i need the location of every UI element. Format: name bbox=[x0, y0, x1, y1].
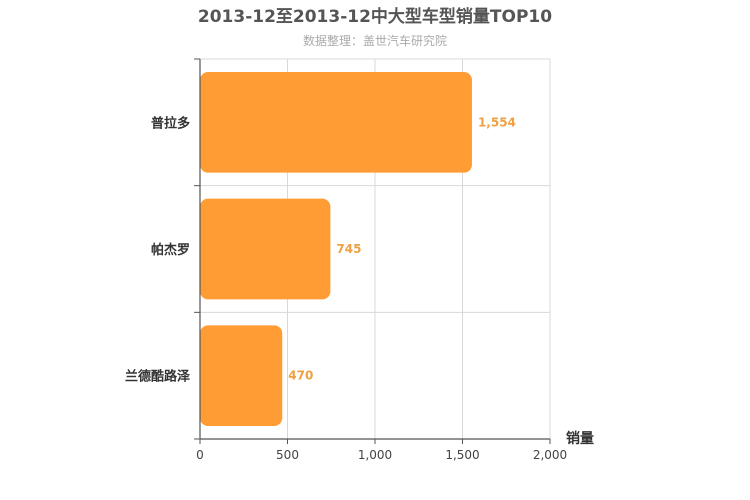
bar-value-label: 745 bbox=[336, 242, 361, 256]
bar-value-label: 1,554 bbox=[478, 115, 516, 129]
chart-title: 2013-12至2013-12中大型车型销量TOP10 bbox=[198, 6, 552, 27]
x-tick-label: 1,500 bbox=[445, 448, 479, 462]
x-tick-label: 1,000 bbox=[358, 448, 392, 462]
bar-value-label: 470 bbox=[288, 369, 313, 383]
chart-subtitle: 数据整理：盖世汽车研究院 bbox=[303, 33, 447, 48]
x-tick-label: 500 bbox=[276, 448, 299, 462]
category-label: 兰德酷路泽 bbox=[125, 369, 191, 385]
x-axis-title: 销量 bbox=[566, 430, 594, 447]
bar bbox=[200, 72, 472, 173]
category-label: 普拉多 bbox=[151, 115, 190, 131]
labels: 1,554 普拉多 745 帕杰罗 470 兰德酷路泽 0 500 1,000 1,500 2,00… bbox=[125, 115, 567, 462]
axes bbox=[194, 58, 551, 444]
x-tick-label: 2,000 bbox=[533, 448, 567, 462]
bars bbox=[200, 72, 472, 426]
bar bbox=[200, 198, 331, 300]
category-label: 帕杰罗 bbox=[151, 242, 190, 258]
bar bbox=[200, 325, 283, 426]
x-tick-label: 0 bbox=[196, 448, 204, 462]
